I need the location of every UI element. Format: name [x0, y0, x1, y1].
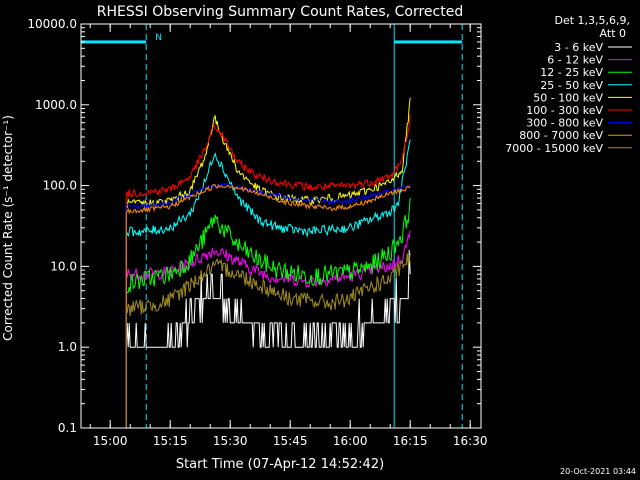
series-layer — [125, 97, 411, 428]
y-tick-label: 10.0 — [50, 259, 77, 273]
x-tick-label: 15:15 — [153, 434, 188, 448]
plot-frame — [80, 23, 482, 429]
legend-entry-label: 100 - 300 keV — [526, 104, 603, 117]
x-tick-label: 16:15 — [393, 434, 428, 448]
y-tick-label: 100.0 — [43, 179, 77, 193]
series-line-6 — [125, 182, 411, 428]
x-tick-label: 15:30 — [213, 434, 248, 448]
legend-entry-label: 300 - 800 keV — [526, 117, 603, 130]
legend-entry-label: 7000 - 15000 keV — [505, 142, 603, 155]
night-interval-bar — [81, 40, 147, 44]
annotation-layer: N — [81, 24, 463, 428]
legend-header-line-2: Att 0 — [600, 27, 626, 40]
x-tick-label: 15:45 — [273, 434, 308, 448]
night-interval-bar — [394, 40, 463, 44]
legend-entry-label: 25 - 50 keV — [540, 79, 603, 92]
legend-header-line-1: Det 1,3,5,6,9, — [554, 14, 630, 27]
series-line-7 — [125, 183, 411, 428]
x-tick-label: 16:30 — [453, 434, 488, 448]
series-line-1 — [125, 230, 411, 428]
x-axis-label: Start Time (07-Apr-12 14:52:42) — [176, 457, 384, 472]
legend-entry-label: 800 - 7000 keV — [519, 129, 603, 142]
generation-timestamp: 20-Oct-2021 03:44 — [560, 467, 636, 476]
y-tick-label: 1000.0 — [35, 98, 77, 112]
y-axis-label: Corrected Count Rate (s⁻¹ detector⁻¹) — [1, 115, 15, 341]
x-tick-label: 16:00 — [333, 434, 368, 448]
y-tick-label: 0.1 — [58, 421, 77, 435]
legend-entry-label: 3 - 6 keV — [554, 41, 603, 54]
chart-title: RHESSI Observing Summary Count Rates, Co… — [97, 4, 463, 20]
series-line-5 — [125, 115, 411, 428]
tick-layer: 0.1 1.0 10.0 100.0 1000.0 10000.0 15:00 15:15 15… — [27, 17, 487, 448]
series-line-3 — [125, 139, 411, 428]
y-tick-label: 1.0 — [58, 340, 77, 354]
series-line-0 — [125, 249, 411, 428]
series-line-8 — [125, 253, 411, 428]
series-line-4 — [125, 97, 411, 428]
legend-entry-label: 50 - 100 keV — [533, 91, 603, 104]
legend-entry-label: 6 - 12 keV — [547, 54, 603, 67]
x-tick-label: 15:00 — [93, 434, 128, 448]
y-tick-label: 10000.0 — [27, 17, 77, 31]
legend-entry-label: 12 - 25 keV — [540, 66, 603, 79]
night-marker-label: N — [155, 33, 162, 43]
series-line-2 — [125, 197, 411, 428]
